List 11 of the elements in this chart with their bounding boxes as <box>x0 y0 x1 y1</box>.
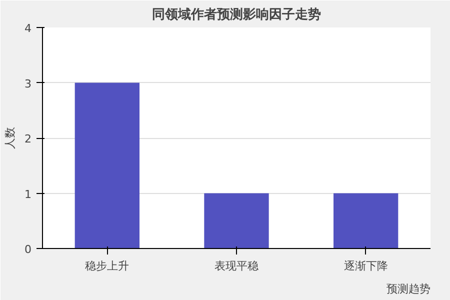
y-tick-label: 3 <box>24 77 32 90</box>
x-tick-label: 稳步上升 <box>85 260 130 272</box>
y-tick-label: 4 <box>24 22 32 35</box>
y-tick-label: 2 <box>24 132 32 146</box>
x-axis-title: 预测趋势 <box>386 282 430 296</box>
x-tick-label: 表现平稳 <box>214 260 258 272</box>
y-tick-label: 0 <box>24 243 32 256</box>
y-axis-title: 人数 <box>4 127 16 149</box>
chart-title: 同领域作者预测影响因子走势 <box>152 6 321 22</box>
x-tick-label: 逐渐下降 <box>344 260 388 272</box>
y-tick-label: 1 <box>24 188 32 201</box>
